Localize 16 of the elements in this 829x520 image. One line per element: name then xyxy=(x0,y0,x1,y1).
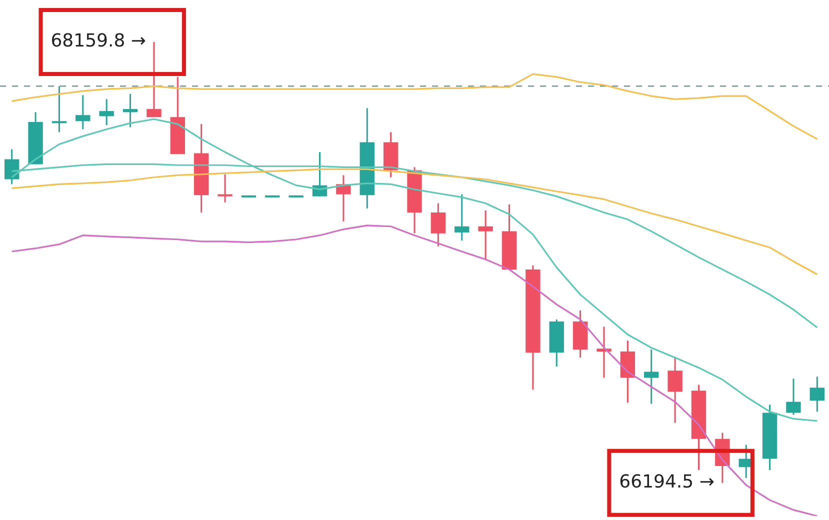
candlestick xyxy=(454,194,470,242)
candlestick xyxy=(430,202,446,248)
candlestick xyxy=(644,348,659,405)
candlestick xyxy=(76,94,90,130)
candlestick xyxy=(52,85,67,133)
candlestick xyxy=(4,148,20,185)
annotation: 66194.5 → xyxy=(619,472,714,493)
candlestick xyxy=(146,41,162,118)
candlestick xyxy=(668,356,682,424)
candlestick xyxy=(810,376,824,412)
candlestick xyxy=(122,93,138,128)
candlestick xyxy=(218,174,232,204)
candlestick xyxy=(478,210,493,260)
candlestick xyxy=(786,378,801,416)
candlestick xyxy=(99,98,114,126)
annotation: 68159.8 → xyxy=(50,30,146,52)
